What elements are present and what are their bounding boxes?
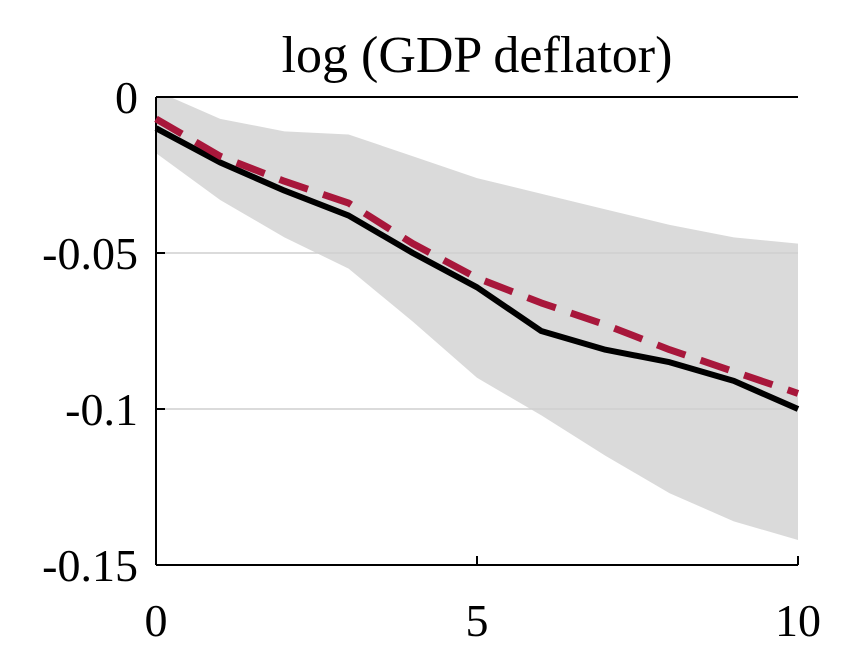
chart-title: log (GDP deflator) (282, 27, 673, 84)
x-tick-label: 0 (145, 595, 168, 646)
confidence-band (156, 97, 798, 541)
series-line-solid (154, 125, 800, 412)
x-tick-label: 10 (775, 595, 821, 646)
y-tick-label: -0.1 (65, 384, 138, 435)
plot-area: 0 5 10 0 -0.05 -0.1 -0.15 (42, 72, 821, 646)
series-line-dashed (154, 115, 800, 397)
x-tick-label: 5 (466, 595, 489, 646)
y-tick-label: -0.05 (42, 228, 138, 279)
y-tick-label: 0 (115, 72, 138, 123)
y-tick-label: -0.15 (42, 540, 138, 591)
